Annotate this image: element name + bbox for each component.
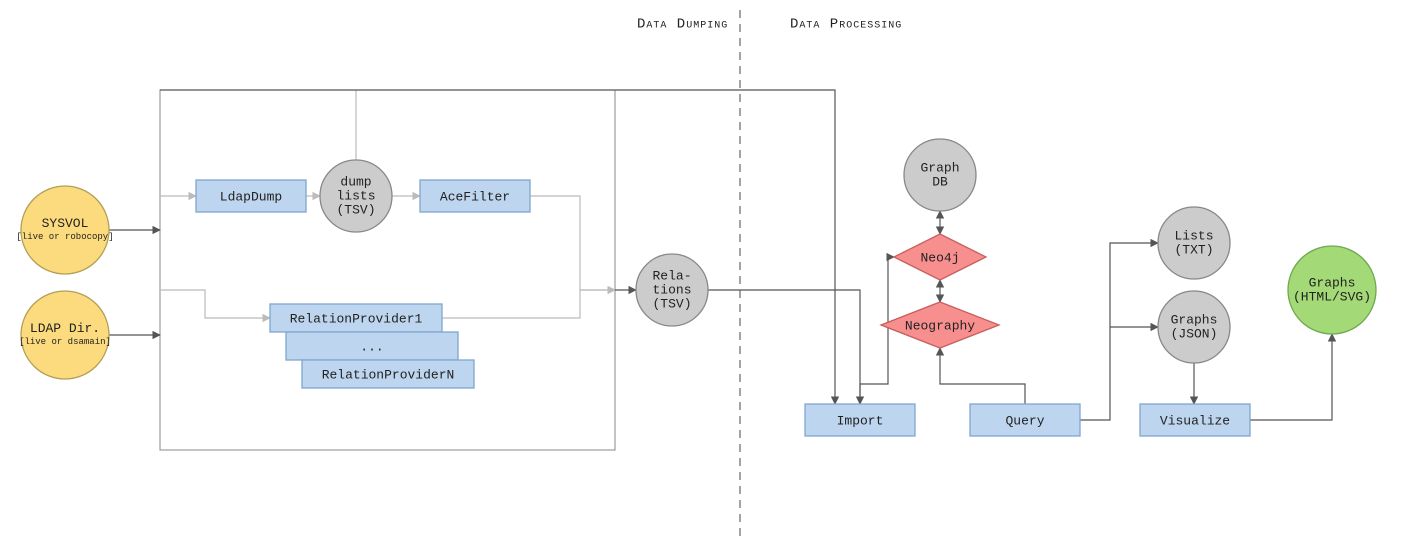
edge-query-up [1080, 243, 1158, 420]
node-relations-label: Rela- [652, 268, 691, 283]
node-query-label: Query [1005, 413, 1044, 428]
edge-top-import [160, 90, 835, 404]
node-relations-label2: (TSV) [652, 296, 691, 311]
node-neography: Neography [881, 302, 999, 348]
node-relpn: RelationProviderN [302, 360, 474, 388]
edge-ace-out [530, 196, 615, 290]
node-dumplists: dumplists(TSV) [320, 160, 392, 232]
edge-in-rel [160, 290, 270, 318]
node-graphshtml-label1: (HTML/SVG) [1293, 289, 1371, 304]
edge-import-neo [860, 257, 894, 404]
node-graphsjson: Graphs(JSON) [1158, 291, 1230, 363]
node-graphdb-label1: DB [932, 174, 948, 189]
node-ldapdir: LDAP Dir.[live or dsamain] [19, 291, 111, 379]
node-graphdb-label: Graph [920, 160, 959, 175]
dumping-container [160, 90, 615, 450]
node-import: Import [805, 404, 915, 436]
node-sysvol-label: SYSVOL [42, 216, 89, 231]
section-label-dumping: Data Dumping [637, 17, 728, 33]
node-neo4j: Neo4j [894, 234, 986, 280]
nodes: SYSVOL[live or robocopy]LDAP Dir.[live o… [16, 139, 1376, 436]
node-relpn-label: RelationProviderN [322, 367, 455, 382]
node-relp1: RelationProvider1 [270, 304, 442, 332]
node-relations: Rela-tions(TSV) [636, 254, 708, 326]
edge-vis-out [1250, 334, 1332, 420]
edge-rel-out [442, 290, 615, 318]
node-graphsjson-label1: (JSON) [1171, 326, 1218, 341]
node-reldots-label: ... [360, 339, 383, 354]
node-visualize-label: Visualize [1160, 413, 1230, 428]
node-relp1-label: RelationProvider1 [290, 311, 423, 326]
node-query: Query [970, 404, 1080, 436]
node-lists-label1: (TXT) [1174, 242, 1213, 257]
node-graphdb: GraphDB [904, 139, 976, 211]
node-neography-label: Neography [905, 318, 975, 333]
node-dumplists-label1: lists [336, 188, 375, 203]
node-dumplists-label: dump [340, 174, 371, 189]
node-graphshtml: Graphs(HTML/SVG) [1288, 246, 1376, 334]
node-ldapdump: LdapDump [196, 180, 306, 212]
node-relations-label1: tions [652, 282, 691, 297]
node-ldapdump-label: LdapDump [220, 189, 282, 204]
node-lists-label: Lists [1174, 228, 1213, 243]
node-graphshtml-label: Graphs [1309, 275, 1356, 290]
node-acefilter-label: AceFilter [440, 189, 510, 204]
node-sysvol-label1: [live or robocopy] [16, 232, 113, 242]
edges [109, 90, 1332, 420]
section-label-processing: Data Processing [790, 17, 902, 33]
edge-neog-query [940, 348, 1025, 404]
node-reldots: ... [286, 332, 458, 360]
node-dumplists-label2: (TSV) [336, 202, 375, 217]
node-import-label: Import [837, 413, 884, 428]
edge-rel-import [708, 290, 860, 404]
node-visualize: Visualize [1140, 404, 1250, 436]
node-ldapdir-label1: [live or dsamain] [19, 337, 111, 347]
node-ldapdir-label: LDAP Dir. [30, 321, 100, 336]
node-acefilter: AceFilter [420, 180, 530, 212]
node-sysvol: SYSVOL[live or robocopy] [16, 186, 113, 274]
node-neo4j-label: Neo4j [920, 250, 959, 265]
node-lists: Lists(TXT) [1158, 207, 1230, 279]
node-graphsjson-label: Graphs [1171, 312, 1218, 327]
